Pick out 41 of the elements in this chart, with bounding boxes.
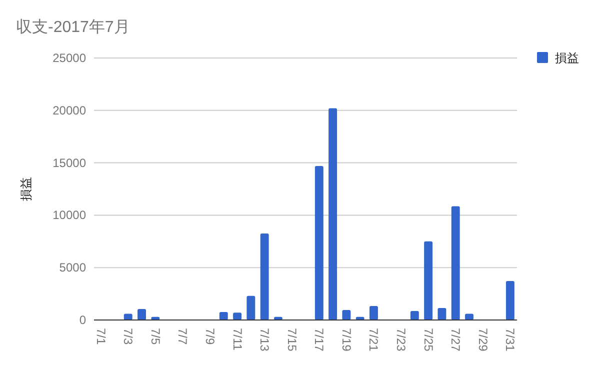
x-tick-label: 7/19: [339, 328, 354, 352]
x-tick-label: 7/17: [312, 328, 326, 352]
bar: [233, 312, 242, 320]
x-tick-label: 7/3: [121, 328, 136, 346]
x-tick-label: 7/7: [176, 328, 190, 346]
bar: [138, 308, 146, 320]
bar: [465, 314, 474, 320]
x-tick-label: 7/25: [421, 328, 436, 352]
x-tick-label: 7/9: [202, 328, 217, 346]
bar: [124, 314, 132, 320]
bar: [246, 296, 256, 320]
bar: [342, 310, 351, 320]
y-tick-label: 0: [79, 313, 86, 327]
x-tick-label: 7/5: [148, 328, 162, 346]
bar: [314, 166, 324, 320]
chart-title: 収支-2017年7月: [16, 18, 130, 36]
x-tick-label: 7/13: [258, 328, 272, 352]
bar: [451, 206, 460, 320]
bar: [438, 308, 446, 320]
y-axis-title: 損益: [19, 177, 33, 201]
legend-label: 損益: [555, 51, 579, 65]
y-tick-label: 25000: [52, 51, 86, 65]
bar: [424, 241, 433, 320]
x-tick-label: 7/15: [284, 328, 299, 352]
x-tick-label: 7/11: [230, 328, 244, 351]
x-tick-label: 7/31: [503, 328, 518, 352]
bar: [410, 310, 419, 320]
y-tick-label: 10000: [52, 208, 86, 222]
bar: [260, 234, 269, 320]
y-tick-label: 20000: [52, 103, 86, 118]
bar: [328, 108, 338, 320]
bar: [369, 306, 378, 320]
y-tick-label: 15000: [52, 156, 86, 170]
bar: [219, 312, 228, 320]
x-tick-label: 7/27: [448, 328, 463, 352]
x-tick-label: 7/21: [366, 328, 381, 352]
bar: [506, 281, 514, 320]
y-tick-label: 5000: [59, 260, 86, 275]
x-tick-label: 7/29: [476, 328, 490, 352]
x-tick-label: 7/23: [394, 328, 408, 352]
x-tick-label: 7/1: [94, 328, 108, 346]
